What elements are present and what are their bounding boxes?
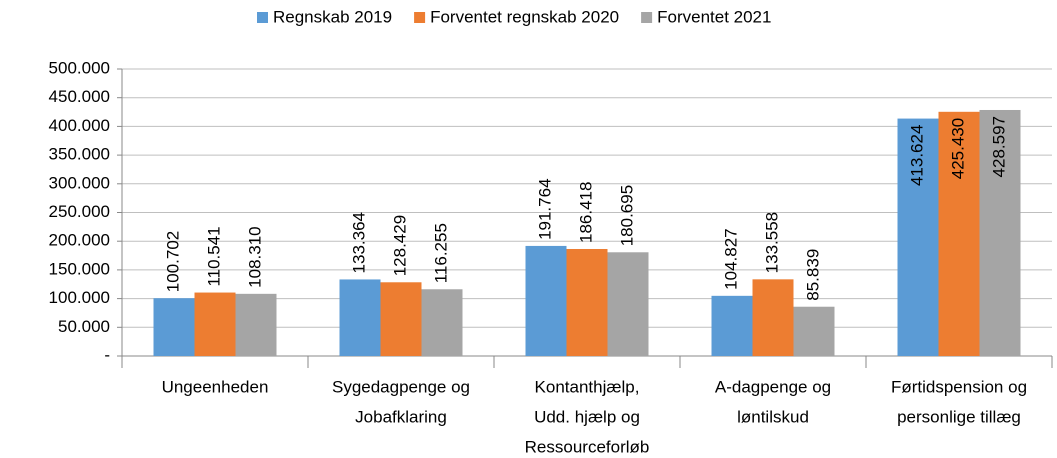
data-label: 428.597 xyxy=(989,116,1008,177)
data-label: 100.702 xyxy=(163,231,182,292)
data-label: 425.430 xyxy=(948,118,967,179)
bar xyxy=(235,293,277,356)
bar xyxy=(566,248,608,356)
y-tick-label: 50.000 xyxy=(58,317,110,336)
y-tick-label: 450.000 xyxy=(49,87,110,106)
data-label: 104.827 xyxy=(721,228,740,289)
y-tick-label: 200.000 xyxy=(49,231,110,250)
x-tick-label: Ressourceforløb xyxy=(525,437,650,456)
bar xyxy=(339,279,381,356)
bar xyxy=(938,111,980,356)
x-tick-label: Udd. hjælp og xyxy=(534,407,640,426)
data-label: 108.310 xyxy=(245,226,264,287)
bar xyxy=(793,306,835,356)
data-label: 180.695 xyxy=(617,185,636,246)
bar xyxy=(525,245,567,356)
data-label: 186.418 xyxy=(576,182,595,243)
bar xyxy=(979,109,1021,356)
y-tick-label: 100.000 xyxy=(49,288,110,307)
legend-label: Regnskab 2019 xyxy=(273,7,392,26)
data-label: 191.764 xyxy=(535,178,554,239)
legend-swatch xyxy=(257,12,268,23)
bar xyxy=(897,118,939,356)
x-tick-label: Førtidspension og xyxy=(891,377,1027,396)
x-tick-label: Sygedagpenge og xyxy=(332,377,470,396)
bar xyxy=(711,295,753,356)
y-tick-label: 150.000 xyxy=(49,259,110,278)
bar xyxy=(421,289,463,356)
x-tick-label: løntilskud xyxy=(737,407,809,426)
y-tick-label: 350.000 xyxy=(49,145,110,164)
data-label: 133.364 xyxy=(349,212,368,273)
x-tick-label: Kontanthjælp, xyxy=(535,377,640,396)
data-label: 133.558 xyxy=(762,212,781,273)
legend-swatch xyxy=(641,12,653,23)
y-tick-label: - xyxy=(104,345,110,364)
y-tick-label: 500.000 xyxy=(49,58,110,77)
x-tick-label: Jobafklaring xyxy=(355,407,447,426)
y-tick-label: 250.000 xyxy=(49,202,110,221)
data-label: 85.839 xyxy=(803,249,822,301)
legend-label: Forventet 2021 xyxy=(657,7,771,26)
bar xyxy=(607,252,649,356)
x-tick-label: Ungeenheden xyxy=(162,377,269,396)
bar xyxy=(380,282,422,356)
legend-label: Forventet regnskab 2020 xyxy=(430,7,619,26)
data-label: 413.624 xyxy=(907,125,926,186)
x-tick-label: personlige tillæg xyxy=(897,407,1021,426)
data-label: 110.541 xyxy=(204,226,223,286)
y-tick-label: 300.000 xyxy=(49,173,110,192)
bar xyxy=(752,279,794,356)
y-tick-label: 400.000 xyxy=(49,116,110,135)
bar xyxy=(194,292,236,356)
data-label: 116.255 xyxy=(431,223,450,283)
x-tick-label: A-dagpenge og xyxy=(715,377,831,396)
data-label: 128.429 xyxy=(390,215,409,276)
bar xyxy=(153,298,195,356)
legend-swatch xyxy=(414,12,426,23)
